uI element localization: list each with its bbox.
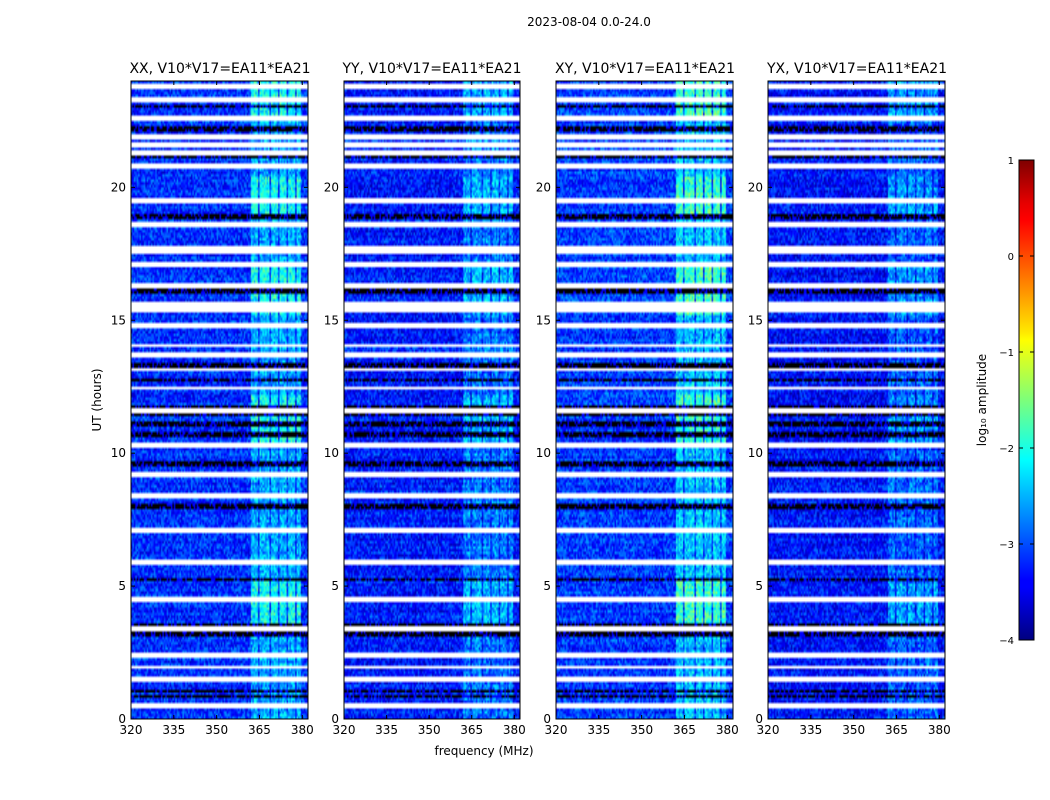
x-tick-label: 335 [799, 723, 822, 737]
x-tick-label: 380 [928, 723, 951, 737]
y-tick-label: 20 [111, 180, 126, 194]
x-tick-label: 380 [503, 723, 526, 737]
y-tick-label: 5 [543, 579, 551, 593]
axes-frame [555, 80, 734, 720]
y-tick-label: 5 [755, 579, 763, 593]
y-tick-label: 20 [324, 180, 339, 194]
x-tick-label: 350 [842, 723, 865, 737]
y-tick-label: 0 [331, 712, 339, 726]
colorbar-gradient [1018, 159, 1035, 641]
panel-yy: YY, V10*V17=EA11*EA21 320 335 350 365 380 0 5… [324, 61, 526, 737]
x-tick-label: 380 [291, 723, 314, 737]
y-tick-label: 15 [111, 313, 126, 327]
y-tick-label: 5 [118, 579, 126, 593]
y-tick-label: 10 [111, 446, 126, 460]
x-tick-label: 320 [757, 723, 780, 737]
axes-frame [767, 80, 946, 720]
y-tick-label: 15 [536, 313, 551, 327]
y-tick-label: 10 [536, 446, 551, 460]
y-tick-label: 20 [536, 180, 551, 194]
colorbar-tick-label: −3 [999, 540, 1014, 551]
x-tick-label: 320 [120, 723, 143, 737]
x-axis: 320 335 350 365 380 [757, 81, 951, 737]
x-tick-label: 350 [630, 723, 653, 737]
axes-frame [343, 80, 521, 720]
panel-yx: YX, V10*V17=EA11*EA21 320 335 350 365 380 0 5… [748, 61, 951, 737]
x-tick-label: 365 [885, 723, 908, 737]
y-axis-label: UT (hours) [90, 368, 104, 431]
y-axis: 0 5 10 15 20 [536, 180, 733, 726]
x-tick-label: 365 [673, 723, 696, 737]
x-tick-label: 335 [162, 723, 185, 737]
x-tick-label: 365 [460, 723, 483, 737]
x-tick-label: 350 [205, 723, 228, 737]
x-axis: 320 335 350 365 380 [545, 81, 739, 737]
x-axis-label: frequency (MHz) [434, 744, 533, 758]
spectrogram [344, 81, 520, 719]
y-tick-label: 5 [331, 579, 339, 593]
y-axis: 0 5 10 15 20 [748, 180, 945, 726]
spectrogram [131, 81, 308, 719]
figure-suptitle: 2023-08-04 0.0-24.0 [527, 15, 651, 29]
y-tick-label: 15 [324, 313, 339, 327]
y-tick-label: 15 [748, 313, 763, 327]
colorbar-tick-label: −2 [999, 444, 1014, 455]
x-axis: 320 335 350 365 380 [120, 81, 314, 737]
x-tick-label: 335 [587, 723, 610, 737]
spectrogram [768, 81, 945, 719]
spectrogram [556, 81, 733, 719]
x-tick-label: 320 [545, 723, 568, 737]
x-tick-label: 365 [248, 723, 271, 737]
colorbar-tick-label: −1 [999, 348, 1014, 359]
panel-xy: XY, V10*V17=EA11*EA21 320 335 350 365 380 0 5… [536, 61, 739, 737]
y-tick-label: 20 [748, 180, 763, 194]
x-tick-label: 350 [418, 723, 441, 737]
colorbar-tick-label: −4 [999, 636, 1014, 647]
y-tick-label: 0 [543, 712, 551, 726]
y-tick-label: 0 [118, 712, 126, 726]
x-tick-label: 380 [716, 723, 739, 737]
panel-title: XX, V10*V17=EA11*EA21 [129, 61, 310, 77]
y-tick-label: 0 [755, 712, 763, 726]
panel-title: YY, V10*V17=EA11*EA21 [342, 61, 522, 77]
colorbar-tick-label: 0 [1008, 252, 1014, 263]
y-axis: 0 5 10 15 20 [324, 180, 520, 726]
colorbar-ticks: 1 0 −1 −2 −3 −4 [999, 156, 1034, 647]
panel-xx: XX, V10*V17=EA11*EA21 320 335 350 365 380 0 5… [111, 61, 314, 737]
axes-frame [130, 80, 309, 720]
colorbar: 1 0 −1 −2 −3 −4 log₁₀ amplitude [975, 156, 1035, 647]
y-axis: 0 5 10 15 20 [111, 180, 308, 726]
y-tick-label: 10 [324, 446, 339, 460]
x-tick-label: 320 [333, 723, 356, 737]
x-axis: 320 335 350 365 380 [333, 81, 526, 737]
panel-title: XY, V10*V17=EA11*EA21 [555, 61, 735, 77]
y-tick-label: 10 [748, 446, 763, 460]
colorbar-tick-label: 1 [1008, 156, 1014, 167]
x-tick-label: 335 [375, 723, 398, 737]
panel-title: YX, V10*V17=EA11*EA21 [766, 61, 947, 77]
colorbar-label: log₁₀ amplitude [975, 354, 989, 446]
